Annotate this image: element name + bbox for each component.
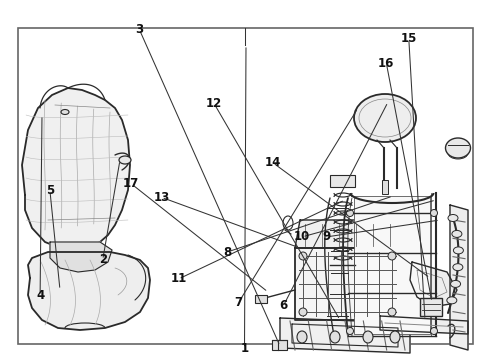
Ellipse shape bbox=[283, 216, 292, 230]
Text: 5: 5 bbox=[46, 184, 54, 197]
Bar bbox=[353, 196, 429, 334]
Ellipse shape bbox=[298, 252, 306, 260]
Ellipse shape bbox=[61, 109, 69, 114]
Ellipse shape bbox=[346, 328, 353, 334]
Ellipse shape bbox=[429, 328, 437, 334]
Ellipse shape bbox=[389, 331, 399, 343]
Text: 11: 11 bbox=[170, 273, 186, 285]
Text: 16: 16 bbox=[377, 57, 394, 69]
Text: 7: 7 bbox=[234, 296, 242, 309]
Text: 2: 2 bbox=[99, 253, 106, 266]
Polygon shape bbox=[280, 318, 409, 353]
Ellipse shape bbox=[346, 210, 353, 216]
Ellipse shape bbox=[451, 230, 461, 237]
Ellipse shape bbox=[329, 331, 339, 343]
Text: 14: 14 bbox=[264, 156, 281, 169]
Ellipse shape bbox=[387, 252, 395, 260]
Text: 10: 10 bbox=[293, 230, 310, 243]
Ellipse shape bbox=[445, 138, 469, 158]
Polygon shape bbox=[379, 316, 467, 334]
Bar bbox=[271, 340, 286, 350]
Ellipse shape bbox=[452, 247, 463, 254]
Ellipse shape bbox=[429, 210, 437, 216]
Polygon shape bbox=[28, 252, 150, 330]
Polygon shape bbox=[294, 220, 399, 248]
Bar bbox=[18, 28, 472, 344]
Ellipse shape bbox=[447, 215, 457, 221]
Ellipse shape bbox=[446, 297, 456, 304]
Text: 13: 13 bbox=[153, 191, 169, 204]
Ellipse shape bbox=[362, 331, 372, 343]
Ellipse shape bbox=[353, 94, 415, 142]
Text: 3: 3 bbox=[135, 23, 143, 36]
Ellipse shape bbox=[449, 280, 460, 287]
Polygon shape bbox=[22, 88, 130, 250]
Ellipse shape bbox=[387, 308, 395, 316]
Bar bbox=[381, 180, 387, 194]
Text: 17: 17 bbox=[122, 177, 139, 190]
Polygon shape bbox=[294, 248, 399, 320]
Text: 4: 4 bbox=[36, 289, 44, 302]
Polygon shape bbox=[449, 205, 467, 350]
Text: 8: 8 bbox=[223, 246, 231, 258]
Text: 15: 15 bbox=[400, 32, 416, 45]
Ellipse shape bbox=[119, 156, 131, 164]
Ellipse shape bbox=[298, 308, 306, 316]
Polygon shape bbox=[409, 262, 456, 307]
Text: 6: 6 bbox=[279, 299, 287, 312]
Bar bbox=[254, 295, 266, 303]
Bar bbox=[419, 298, 441, 316]
Text: 9: 9 bbox=[322, 230, 330, 243]
Polygon shape bbox=[50, 242, 112, 272]
Ellipse shape bbox=[452, 264, 462, 271]
Text: 1: 1 bbox=[240, 342, 248, 355]
Ellipse shape bbox=[296, 331, 306, 343]
Bar bbox=[329, 175, 354, 187]
Text: 12: 12 bbox=[205, 97, 222, 110]
